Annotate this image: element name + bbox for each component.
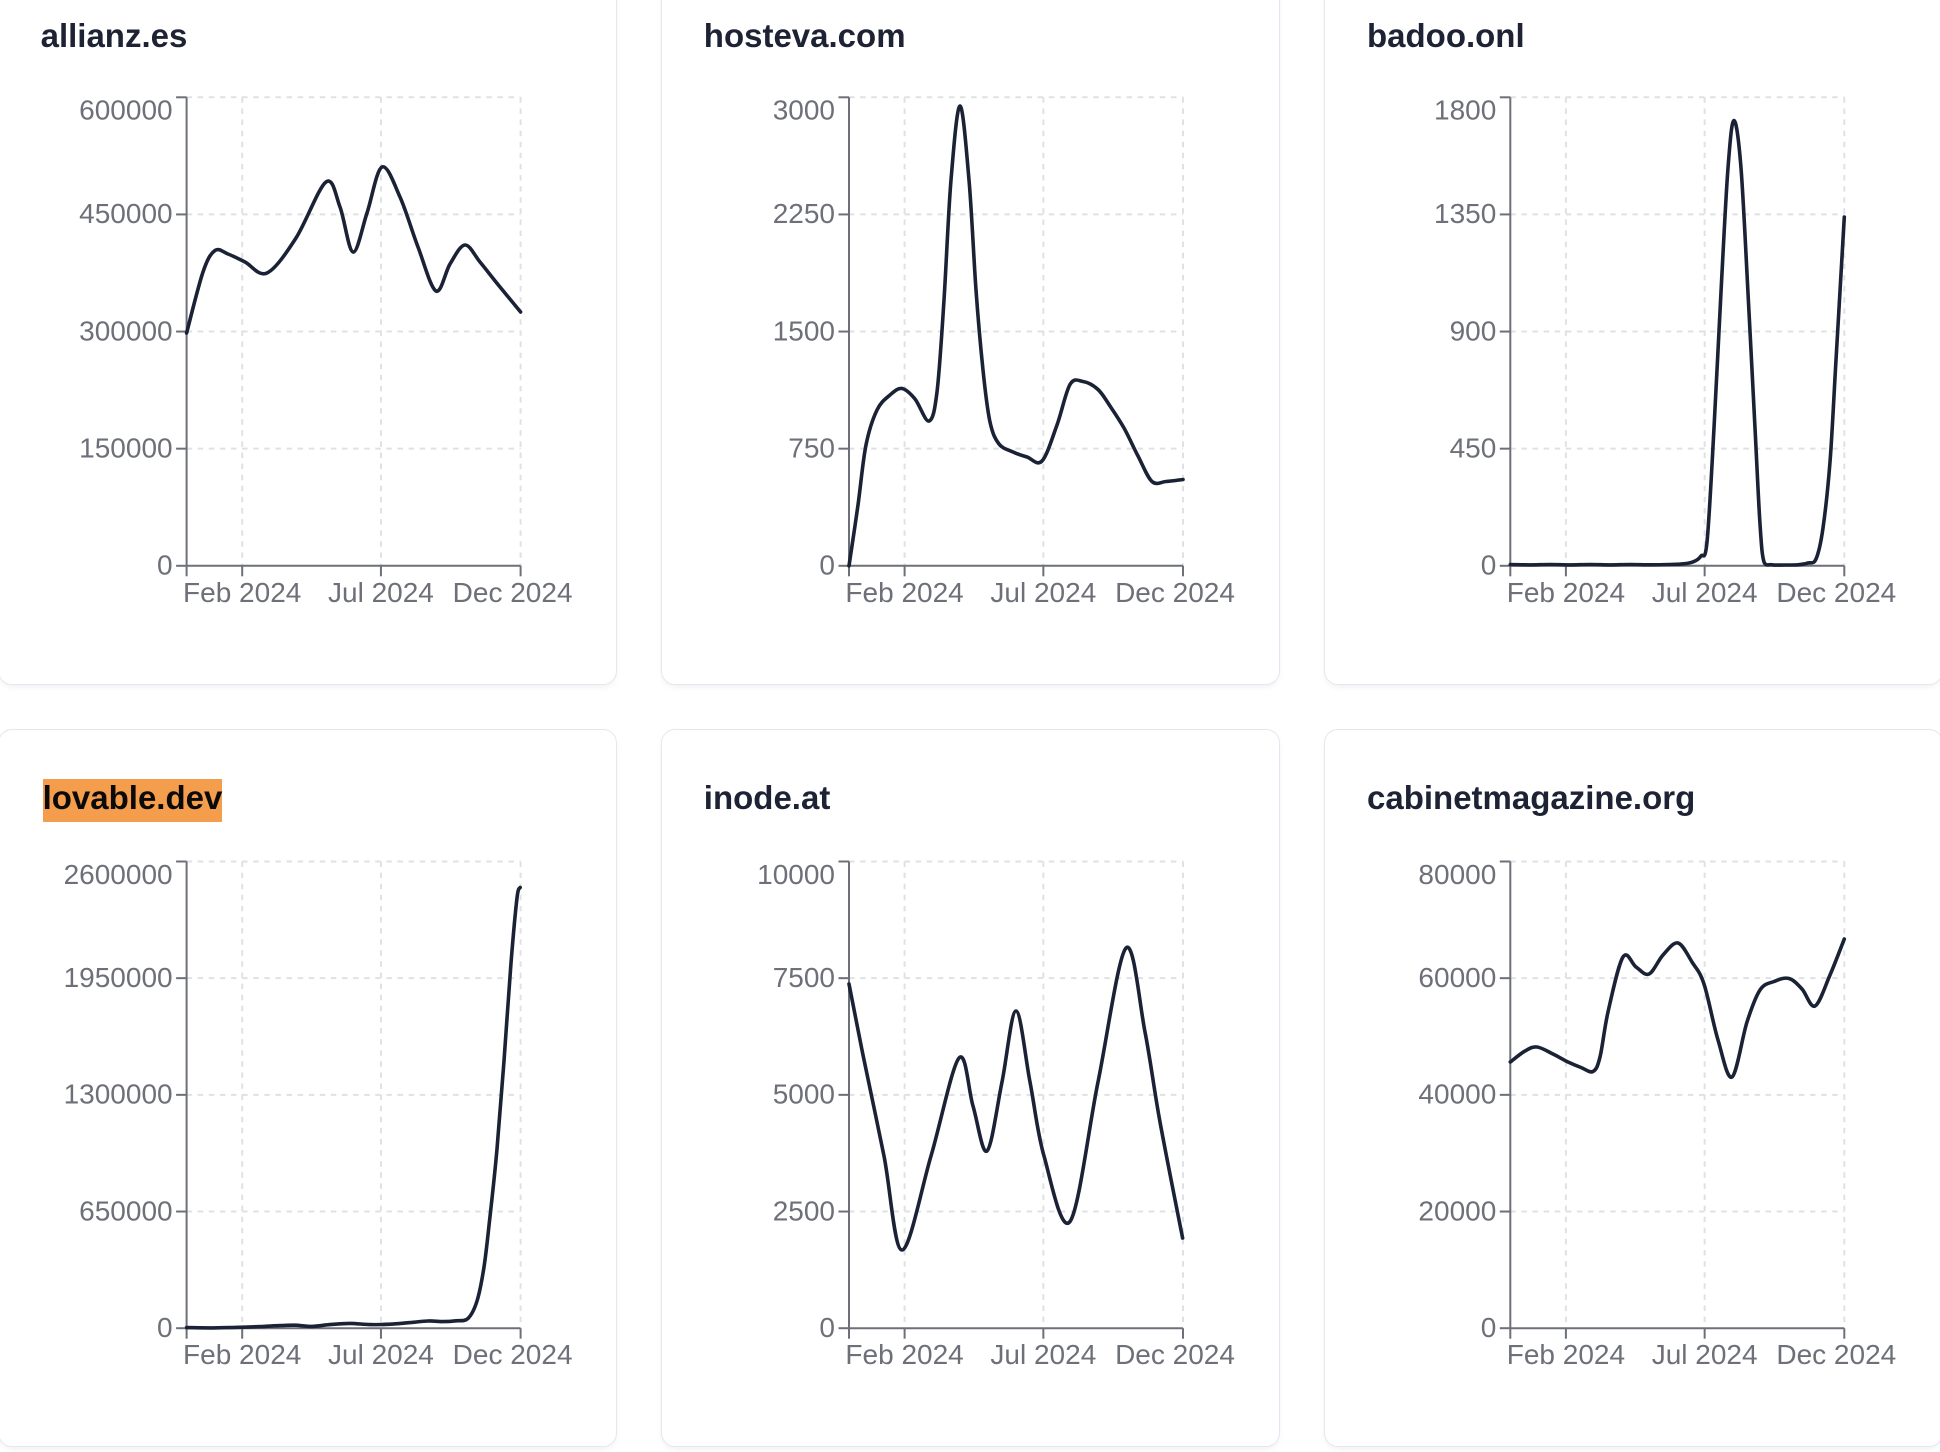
- svg-text:10000: 10000: [757, 859, 835, 890]
- svg-text:0: 0: [819, 550, 835, 581]
- svg-text:0: 0: [157, 550, 173, 581]
- svg-text:Jul 2024: Jul 2024: [990, 1339, 1096, 1370]
- svg-text:750: 750: [788, 432, 835, 463]
- svg-text:20000: 20000: [1418, 1195, 1496, 1226]
- svg-text:Feb 2024: Feb 2024: [845, 1339, 963, 1370]
- svg-text:Feb 2024: Feb 2024: [845, 577, 963, 608]
- svg-text:450: 450: [1450, 432, 1497, 463]
- svg-text:0: 0: [157, 1312, 173, 1343]
- svg-text:1300000: 1300000: [64, 1079, 173, 1110]
- svg-text:Dec 2024: Dec 2024: [1776, 577, 1896, 608]
- svg-text:Jul 2024: Jul 2024: [1652, 1339, 1758, 1370]
- svg-text:Dec 2024: Dec 2024: [1776, 1339, 1896, 1370]
- svg-text:40000: 40000: [1418, 1079, 1496, 1110]
- svg-text:1950000: 1950000: [64, 962, 173, 993]
- svg-text:150000: 150000: [79, 432, 172, 463]
- svg-text:0: 0: [1481, 1312, 1497, 1343]
- svg-text:2500: 2500: [773, 1195, 835, 1226]
- svg-text:1500: 1500: [773, 315, 835, 346]
- svg-text:2250: 2250: [773, 198, 835, 229]
- svg-text:Jul 2024: Jul 2024: [328, 577, 434, 608]
- svg-text:Feb 2024: Feb 2024: [183, 1339, 301, 1370]
- svg-text:3000: 3000: [773, 95, 835, 126]
- svg-text:Dec 2024: Dec 2024: [453, 577, 573, 608]
- svg-text:Jul 2024: Jul 2024: [990, 577, 1096, 608]
- svg-text:0: 0: [1481, 550, 1497, 581]
- svg-text:0: 0: [819, 1312, 835, 1343]
- svg-text:Dec 2024: Dec 2024: [453, 1339, 573, 1370]
- svg-text:2600000: 2600000: [64, 859, 173, 890]
- svg-text:5000: 5000: [773, 1079, 835, 1110]
- svg-text:450000: 450000: [79, 198, 172, 229]
- svg-text:60000: 60000: [1418, 962, 1496, 993]
- svg-text:300000: 300000: [79, 315, 172, 346]
- svg-text:650000: 650000: [79, 1195, 172, 1226]
- svg-text:80000: 80000: [1418, 859, 1496, 890]
- svg-text:Feb 2024: Feb 2024: [183, 577, 301, 608]
- svg-text:600000: 600000: [79, 95, 172, 126]
- svg-text:Jul 2024: Jul 2024: [1652, 577, 1758, 608]
- svg-text:1350: 1350: [1434, 198, 1496, 229]
- svg-text:Feb 2024: Feb 2024: [1507, 577, 1625, 608]
- svg-text:Dec 2024: Dec 2024: [1115, 577, 1235, 608]
- svg-text:Feb 2024: Feb 2024: [1507, 1339, 1625, 1370]
- svg-text:1800: 1800: [1434, 95, 1496, 126]
- svg-text:Dec 2024: Dec 2024: [1115, 1339, 1235, 1370]
- svg-text:Jul 2024: Jul 2024: [328, 1339, 434, 1370]
- svg-text:7500: 7500: [773, 962, 835, 993]
- svg-text:900: 900: [1450, 315, 1497, 346]
